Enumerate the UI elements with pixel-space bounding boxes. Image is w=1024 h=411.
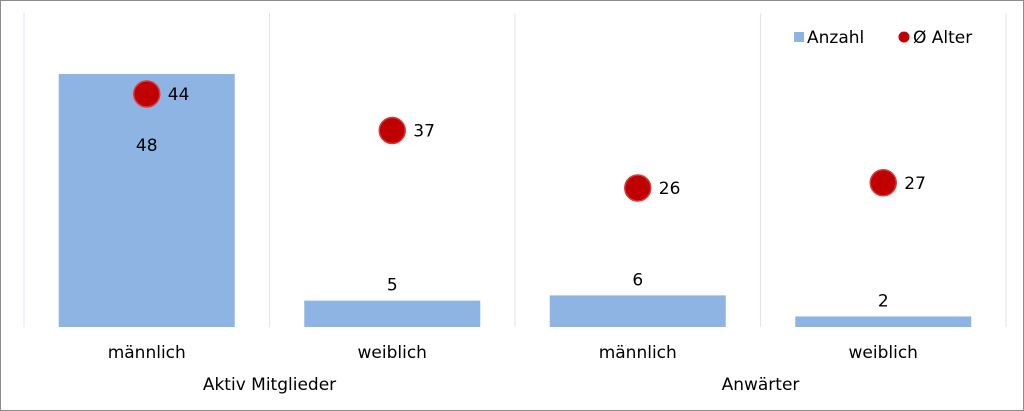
age-value-label: 37 <box>413 122 435 142</box>
bar-series <box>58 74 972 327</box>
bar <box>304 300 481 327</box>
age-point <box>869 169 897 197</box>
legend-alter-label: Ø Alter <box>913 28 972 48</box>
x-tick-label: weiblich <box>358 343 427 363</box>
bar-data-labels: 48 5 6 2 <box>136 136 889 311</box>
age-data-labels: 44 37 26 27 <box>168 85 926 199</box>
age-point <box>378 116 406 145</box>
x-axis-category-labels: männlich weiblich männlich weiblich <box>108 343 918 363</box>
x-group-label: Anwärter <box>722 375 800 395</box>
bar <box>549 295 726 327</box>
x-tick-label: männlich <box>108 343 186 363</box>
age-point <box>133 80 161 108</box>
age-point <box>624 174 652 202</box>
bar-value-label: 6 <box>632 270 643 290</box>
age-value-label: 26 <box>659 179 681 199</box>
legend-anzahl-label: Anzahl <box>807 28 864 48</box>
age-series <box>133 80 897 202</box>
legend-dot-swatch <box>898 31 910 43</box>
x-tick-label: weiblich <box>849 343 918 363</box>
bar <box>58 74 235 327</box>
age-value-label: 27 <box>904 174 926 194</box>
x-axis-group-labels: Aktiv Mitglieder Anwärter <box>203 375 800 395</box>
bar <box>795 316 972 327</box>
legend: Anzahl Ø Alter <box>794 28 972 48</box>
category-separators <box>23 13 1007 327</box>
x-group-label: Aktiv Mitglieder <box>203 375 336 395</box>
bar-value-label: 5 <box>387 276 398 296</box>
bar-value-label: 48 <box>136 136 158 156</box>
x-tick-label: männlich <box>599 343 677 363</box>
bar-value-label: 2 <box>878 291 889 311</box>
age-value-label: 44 <box>168 85 190 105</box>
legend-bar-swatch <box>794 32 804 42</box>
